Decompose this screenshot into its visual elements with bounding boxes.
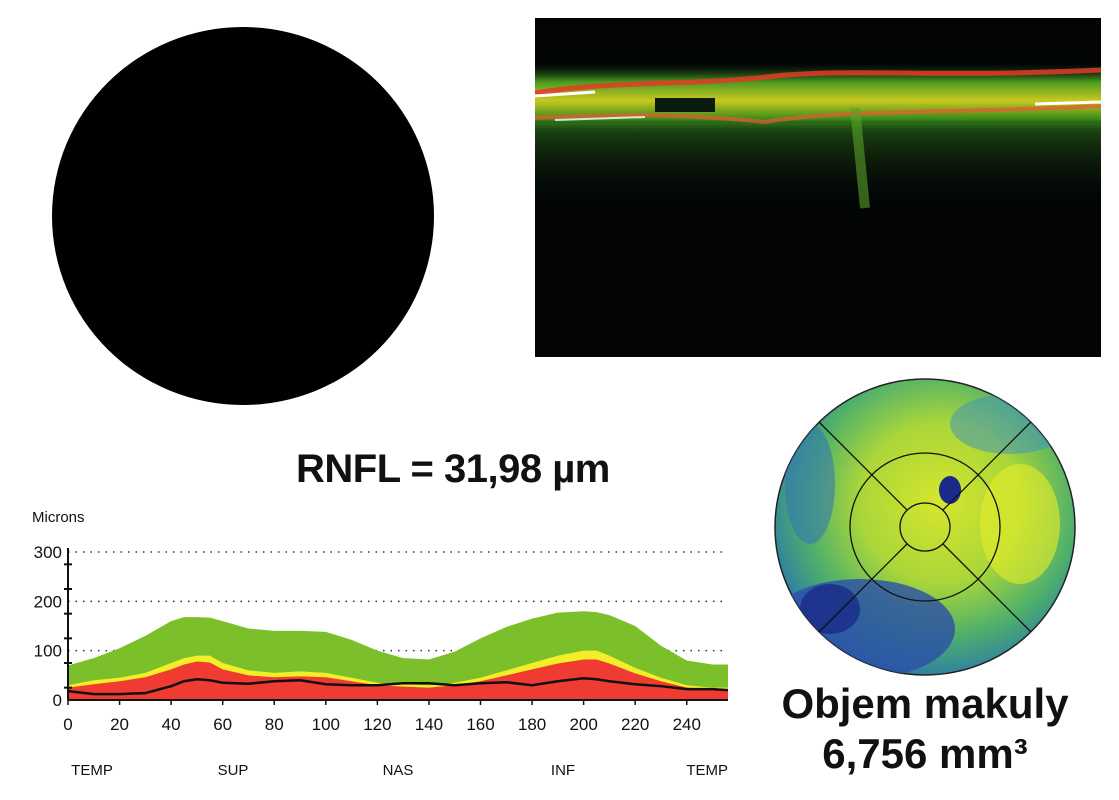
x-tick-label: 200: [569, 715, 597, 734]
y-tick-label: 300: [34, 543, 62, 562]
x-tick-label: 140: [415, 715, 443, 734]
region-label: NAS: [383, 762, 414, 779]
region-label: INF: [551, 762, 575, 779]
x-tick-label: 100: [312, 715, 340, 734]
x-tick-label: 0: [63, 715, 72, 734]
fundus-image: [52, 27, 434, 405]
series-line: [67, 677, 729, 696]
y-tick-label: 0: [53, 691, 62, 710]
rnfl-thickness-chart: Microns 0 100 200 300 0 20 40 60 80 100 120 140 160 18…: [32, 509, 729, 779]
x-tick-label: 220: [621, 715, 649, 734]
y-axis-label: Microns: [32, 509, 85, 526]
macula-volume-value: 6,756 mm³: [822, 730, 1028, 777]
region-label: TEMP: [71, 762, 113, 779]
rnfl-value: RNFL = 31,98 µm: [296, 447, 610, 491]
y-tick-label: 100: [34, 642, 62, 661]
oct-scan-graphic: [535, 63, 1101, 213]
x-tick-label: 160: [466, 715, 494, 734]
oct-scan-image: [535, 18, 1101, 357]
x-tick-label: 20: [110, 715, 129, 734]
region-label: TEMP: [686, 762, 728, 779]
region-label: SUP: [218, 762, 249, 779]
y-tick-label: 200: [34, 592, 62, 611]
x-tick-label: 240: [673, 715, 701, 734]
x-tick-label: 120: [363, 715, 391, 734]
x-tick-label: 180: [518, 715, 546, 734]
macula-thickness-map: [774, 378, 1076, 676]
x-tick-label: 40: [162, 715, 181, 734]
series-area: [68, 659, 728, 700]
macula-volume-title: Objem makuly: [781, 680, 1069, 727]
x-tick-label: 80: [265, 715, 284, 734]
x-tick-label: 60: [213, 715, 232, 734]
